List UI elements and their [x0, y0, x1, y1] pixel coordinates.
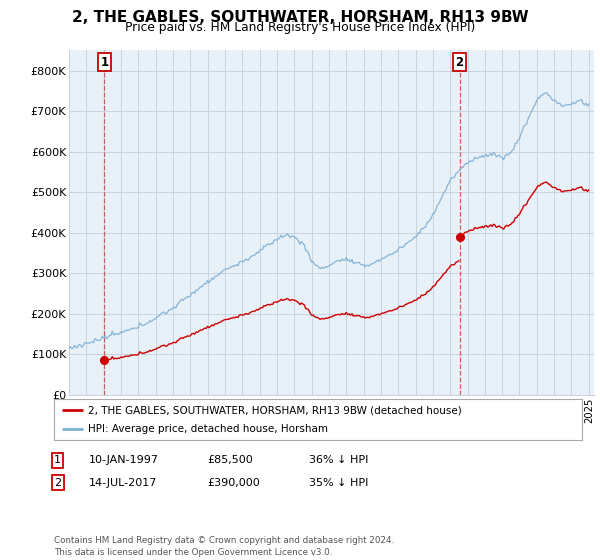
- Text: 36% ↓ HPI: 36% ↓ HPI: [309, 455, 368, 465]
- Text: 14-JUL-2017: 14-JUL-2017: [89, 478, 157, 488]
- Text: 2, THE GABLES, SOUTHWATER, HORSHAM, RH13 9BW (detached house): 2, THE GABLES, SOUTHWATER, HORSHAM, RH13…: [88, 405, 462, 415]
- Text: 2, THE GABLES, SOUTHWATER, HORSHAM, RH13 9BW: 2, THE GABLES, SOUTHWATER, HORSHAM, RH13…: [71, 10, 529, 25]
- Text: £390,000: £390,000: [207, 478, 260, 488]
- Text: Contains HM Land Registry data © Crown copyright and database right 2024.
This d: Contains HM Land Registry data © Crown c…: [54, 536, 394, 557]
- Text: £85,500: £85,500: [207, 455, 253, 465]
- Text: 2: 2: [54, 478, 61, 488]
- Text: 35% ↓ HPI: 35% ↓ HPI: [309, 478, 368, 488]
- Text: 2: 2: [455, 55, 464, 68]
- Text: 1: 1: [54, 455, 61, 465]
- Text: 1: 1: [100, 55, 109, 68]
- Text: HPI: Average price, detached house, Horsham: HPI: Average price, detached house, Hors…: [88, 424, 328, 434]
- Text: 10-JAN-1997: 10-JAN-1997: [89, 455, 159, 465]
- Text: Price paid vs. HM Land Registry's House Price Index (HPI): Price paid vs. HM Land Registry's House …: [125, 21, 475, 34]
